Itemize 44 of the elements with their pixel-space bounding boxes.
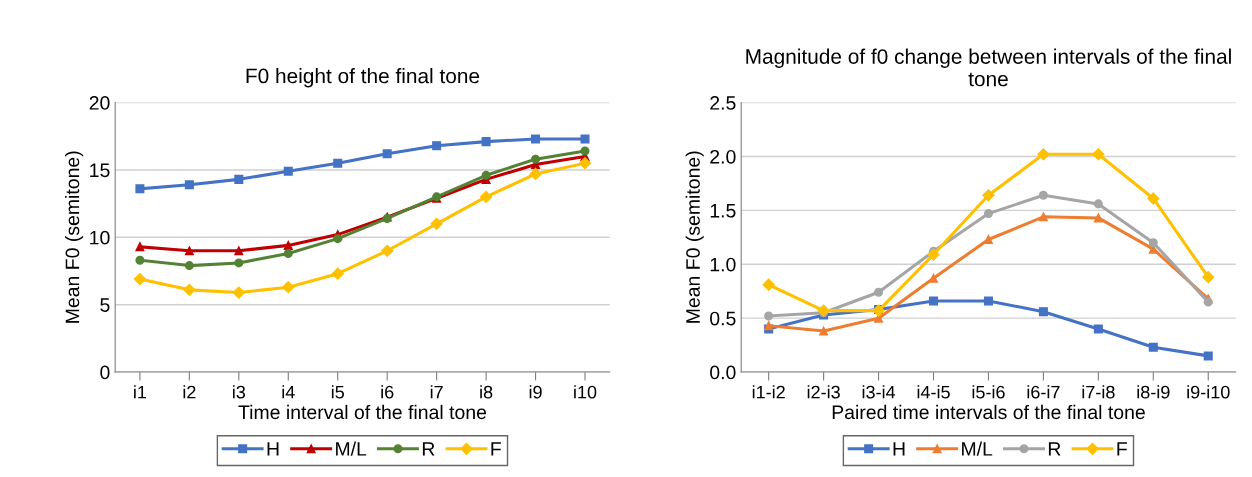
legend-label: M/L (962, 441, 993, 456)
y-tick-label: 0.5 (710, 311, 736, 326)
x-tick-label: i2-i3 (807, 385, 840, 399)
y-axis-title: Mean F0 (semitone) (685, 151, 704, 323)
x-tick-label: i5 (331, 385, 344, 399)
x-tick-label: i5-i6 (972, 385, 1005, 399)
y-tick-label: 10 (90, 230, 110, 245)
x-tick-label: i4 (282, 385, 295, 399)
y-tick-label: 1.0 (710, 257, 736, 272)
x-axis-title: Time interval of the final tone (238, 404, 487, 420)
y-tick-label: 0.0 (710, 365, 736, 380)
x-tick-label: i3 (233, 385, 246, 399)
legend-label: R (1048, 442, 1061, 456)
x-tick-label: i8-i9 (1137, 385, 1170, 399)
y-tick-label: 0 (100, 365, 110, 380)
x-tick-label: i6-i7 (1027, 385, 1060, 399)
x-tick-label: i7 (430, 385, 443, 399)
x-tick-label: i4-i5 (917, 385, 950, 399)
y-axis-title: Mean F0 (semitone) (65, 151, 84, 323)
x-tick-label: i6 (381, 385, 394, 399)
x-tick-label: i9 (529, 385, 542, 399)
y-tick-label: 2.5 (710, 96, 736, 110)
legend-label: R (422, 442, 435, 456)
x-tick-label: i8 (480, 385, 493, 399)
y-tick-label: 2.0 (710, 149, 736, 164)
y-tick-label: 1.5 (710, 204, 736, 218)
x-tick-label: i1-i2 (752, 385, 785, 399)
legend-label: M/L (336, 441, 367, 456)
x-tick-label: i10 (574, 385, 597, 399)
y-tick-label: 5 (100, 298, 110, 312)
x-tick-label: i1 (134, 385, 147, 399)
x-tick-label: i2 (183, 385, 196, 399)
legend-label: F (491, 442, 501, 456)
x-tick-label: i9-i10 (1187, 385, 1230, 399)
y-tick-label: 15 (90, 163, 110, 178)
x-tick-label: i3-i4 (862, 385, 896, 399)
y-tick-label: 20 (89, 96, 110, 110)
legend-label: H (267, 442, 279, 456)
x-axis-title: Paired time intervals of the final tone (832, 404, 1145, 420)
chart-title: Magnitude of f0 change between intervals of the final tone (746, 48, 1231, 87)
chart-title: F0 height of the final tone (246, 68, 480, 88)
legend-label: F (1117, 442, 1127, 456)
legend-label: H (893, 442, 905, 456)
x-tick-label: i7-i8 (1082, 385, 1115, 399)
